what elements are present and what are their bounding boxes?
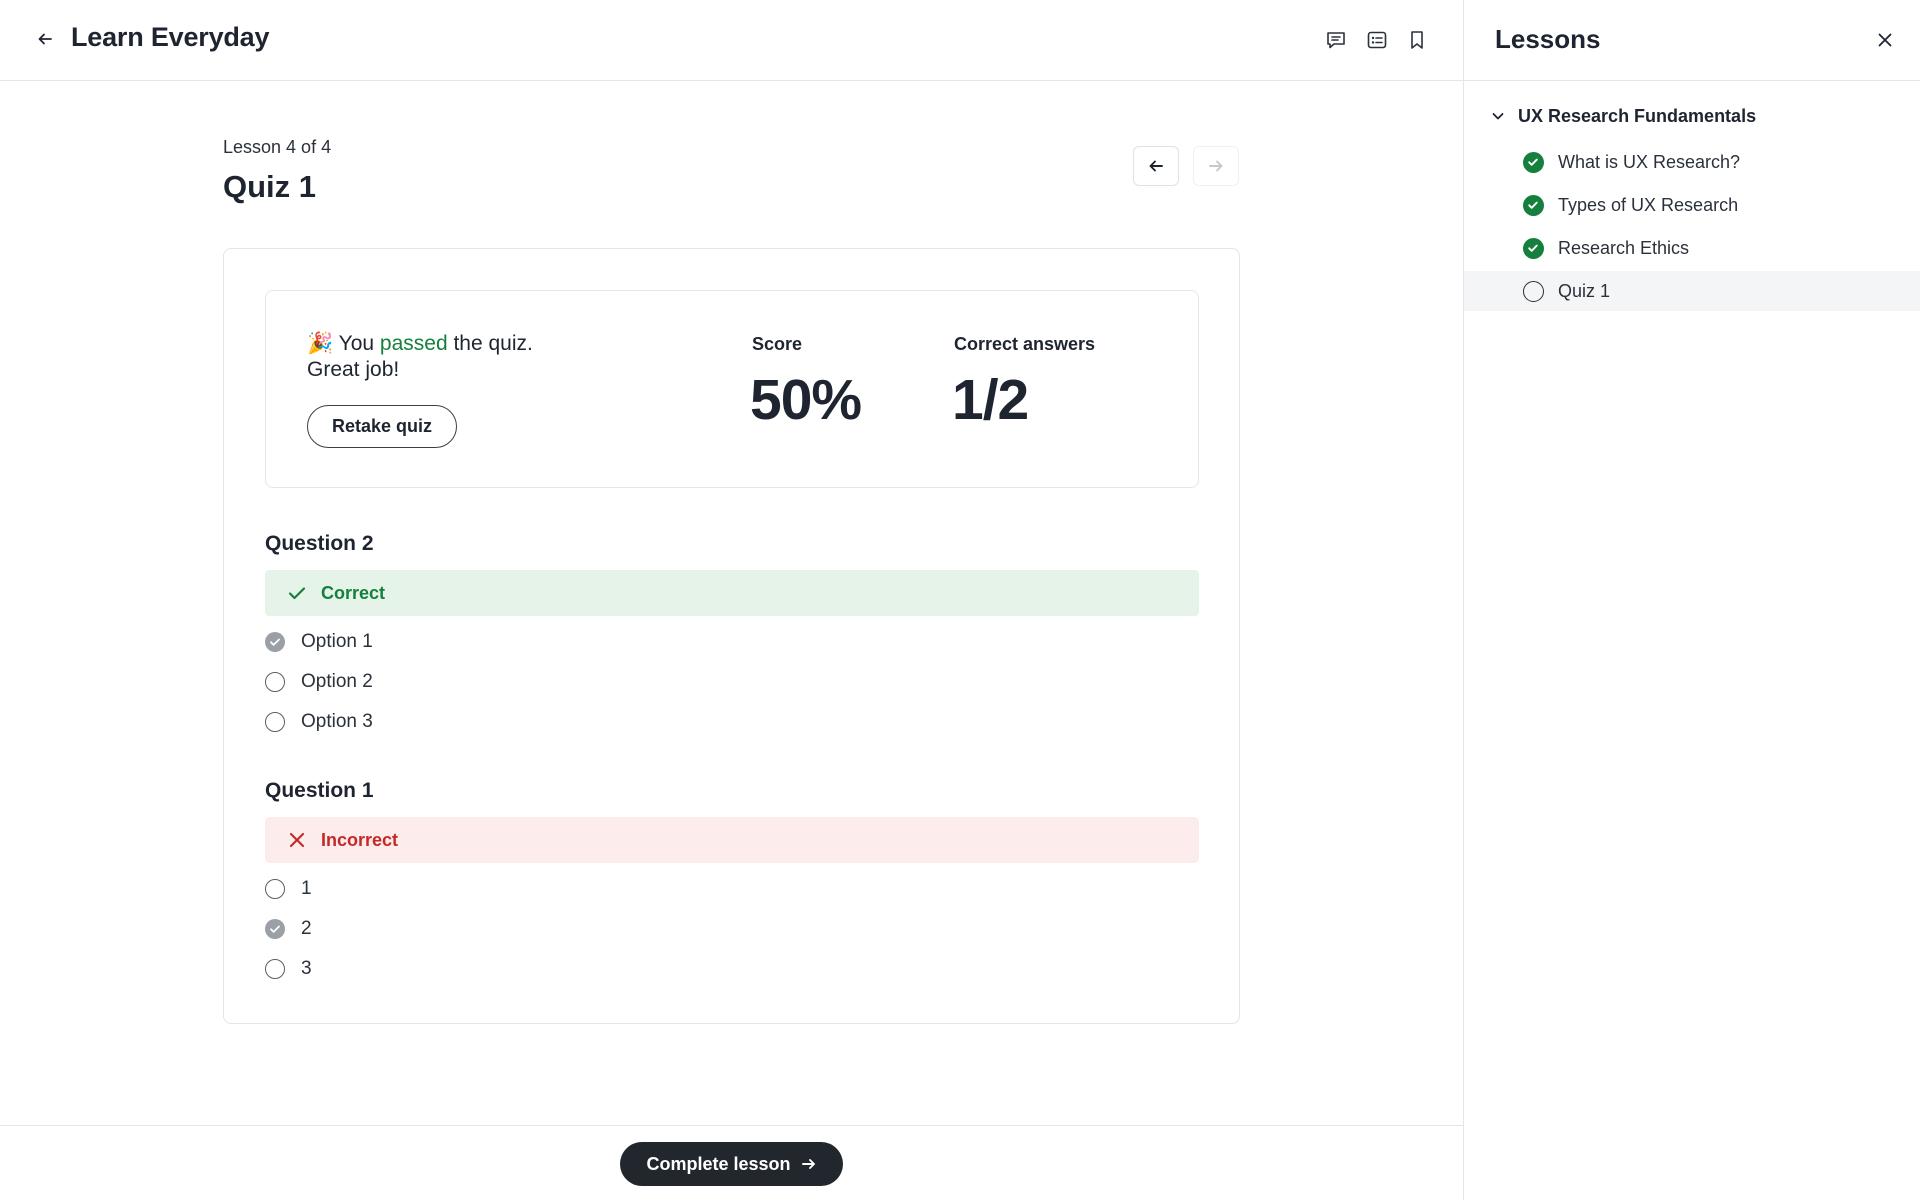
close-icon — [1878, 33, 1892, 47]
bottom-bar: Complete lesson — [0, 1125, 1463, 1200]
chevron-down-icon — [1488, 106, 1508, 126]
quiz-card: 🎉 You passed the quiz. Great job! Retake… — [223, 248, 1240, 1024]
main-content: Learn Everyday Lesson 4 of 4 Quiz 1 🎉 Yo… — [0, 0, 1463, 1200]
cross-icon — [287, 830, 307, 850]
answer-option[interactable]: Option 2 — [265, 668, 373, 696]
check-icon — [287, 583, 307, 603]
bookmark-button[interactable] — [1404, 27, 1430, 53]
sidebar-item-types-of-ux-research[interactable]: Types of UX Research — [1464, 185, 1920, 225]
bookmark-icon — [1411, 31, 1423, 49]
comments-button[interactable] — [1323, 27, 1349, 53]
radio-icon[interactable] — [265, 879, 285, 899]
answer-option[interactable]: 2 — [265, 915, 312, 943]
correct-answers-label: Correct answers — [954, 334, 1096, 354]
question-title: Question 1 — [265, 779, 374, 802]
score-label: Score — [752, 334, 803, 354]
answer-option[interactable]: 1 — [265, 875, 312, 903]
answer-option[interactable]: Option 3 — [265, 708, 373, 736]
radio-checked-icon[interactable] — [265, 919, 285, 939]
sidebar-item-research-ethics[interactable]: Research Ethics — [1464, 228, 1920, 268]
passed-text: passed — [379, 332, 448, 355]
answer-option[interactable]: 3 — [265, 955, 312, 983]
radio-icon[interactable] — [265, 672, 285, 692]
party-emoji: 🎉 — [307, 332, 334, 355]
arrow-right-icon — [801, 1159, 815, 1169]
arrow-right-icon — [1209, 160, 1223, 172]
comment-icon — [1327, 32, 1345, 49]
top-bar: Learn Everyday — [0, 0, 1463, 81]
lesson-title: Quiz 1 — [223, 169, 317, 204]
lesson-counter: Lesson 4 of 4 — [223, 137, 332, 157]
lessons-sidebar: Lessons UX Research Fundamentals What is… — [1463, 0, 1920, 1200]
radio-icon[interactable] — [265, 959, 285, 979]
sidebar-header: Lessons — [1464, 0, 1920, 81]
correct-answers-value: 1/2 — [952, 368, 1029, 432]
notes-icon — [1367, 31, 1387, 49]
score-value: 50% — [750, 368, 862, 432]
incomplete-circle-icon — [1522, 280, 1544, 302]
sidebar-title: Lessons — [1495, 24, 1601, 54]
sidebar-item-quiz-1[interactable]: Quiz 1 — [1464, 271, 1920, 311]
sidebar-item-what-is-ux-research[interactable]: What is UX Research? — [1464, 142, 1920, 182]
section-title: UX Research Fundamentals — [1518, 105, 1757, 126]
retake-quiz-button[interactable]: Retake quiz — [307, 405, 457, 448]
incorrect-banner: Incorrect — [265, 817, 1199, 863]
quiz-result: 🎉 You passed the quiz. Great job! Retake… — [265, 290, 1199, 488]
radio-icon[interactable] — [265, 712, 285, 732]
arrow-left-icon — [1149, 160, 1163, 172]
close-sidebar-button[interactable] — [1873, 28, 1897, 52]
answer-option[interactable]: Option 1 — [265, 628, 373, 656]
correct-banner: Correct — [265, 570, 1199, 616]
radio-checked-icon[interactable] — [265, 632, 285, 652]
completed-check-icon — [1522, 151, 1544, 173]
back-button[interactable] — [34, 28, 56, 50]
completed-check-icon — [1522, 237, 1544, 259]
back-arrow-icon — [38, 33, 52, 45]
question-title: Question 2 — [265, 532, 374, 555]
course-section-toggle[interactable]: UX Research Fundamentals — [1488, 104, 1756, 128]
complete-lesson-button[interactable]: Complete lesson — [620, 1142, 843, 1186]
next-lesson-button[interactable] — [1193, 146, 1239, 186]
completed-check-icon — [1522, 194, 1544, 216]
result-message: 🎉 You passed the quiz. Great job! — [307, 332, 533, 381]
previous-lesson-button[interactable] — [1133, 146, 1179, 186]
app-title: Learn Everyday — [71, 22, 270, 52]
notes-button[interactable] — [1364, 27, 1390, 53]
